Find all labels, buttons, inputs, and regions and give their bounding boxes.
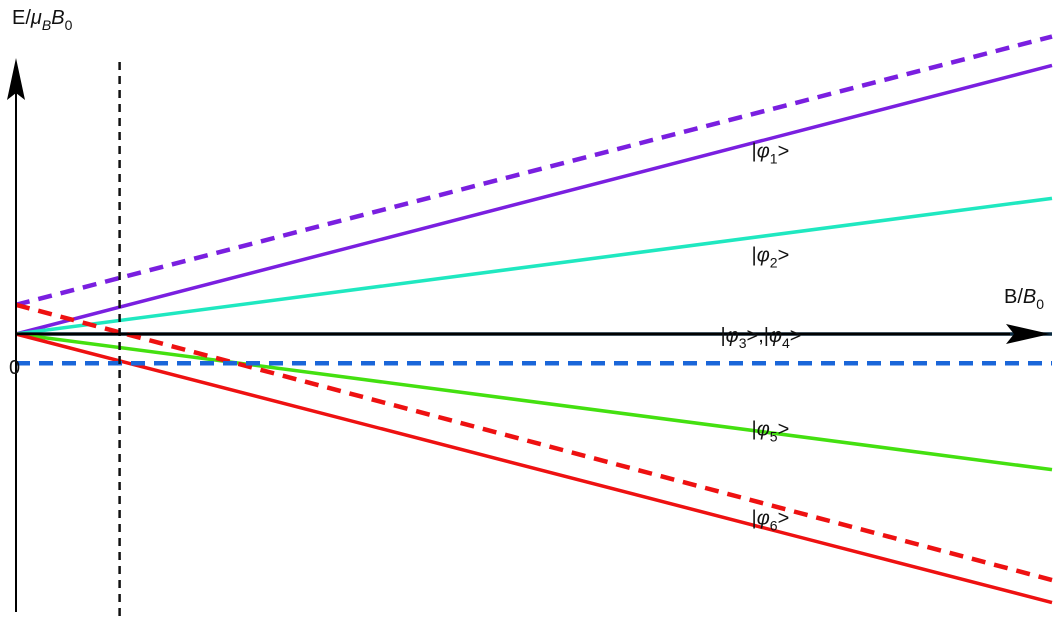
state-label-phi5: |φ5>: [752, 418, 790, 444]
x-axis-arrow-icon: [1006, 324, 1050, 344]
state-label-phi2: |φ2>: [752, 245, 790, 271]
series-line-phi2: [15, 196, 1053, 336]
x-axis-label: B/B0: [1004, 286, 1044, 312]
y-axis-arrow-icon: [7, 58, 25, 100]
y-axis-label: E/μBB0: [12, 7, 73, 33]
state-label-phi1: |φ1>: [752, 140, 790, 166]
series-line-phi6: [15, 332, 1053, 605]
series-line-phi1-dashed: [15, 34, 1053, 307]
state-label-phi6: |φ6>: [752, 508, 790, 534]
origin-label: 0: [9, 357, 20, 379]
state-label-phi3-phi4: |φ3>,|φ4>: [720, 325, 801, 351]
series-line-phi6-dashed: [15, 302, 1053, 583]
series-line-phi1: [15, 63, 1053, 336]
series-line-phi5: [15, 332, 1053, 472]
series-layer: [15, 34, 1053, 605]
